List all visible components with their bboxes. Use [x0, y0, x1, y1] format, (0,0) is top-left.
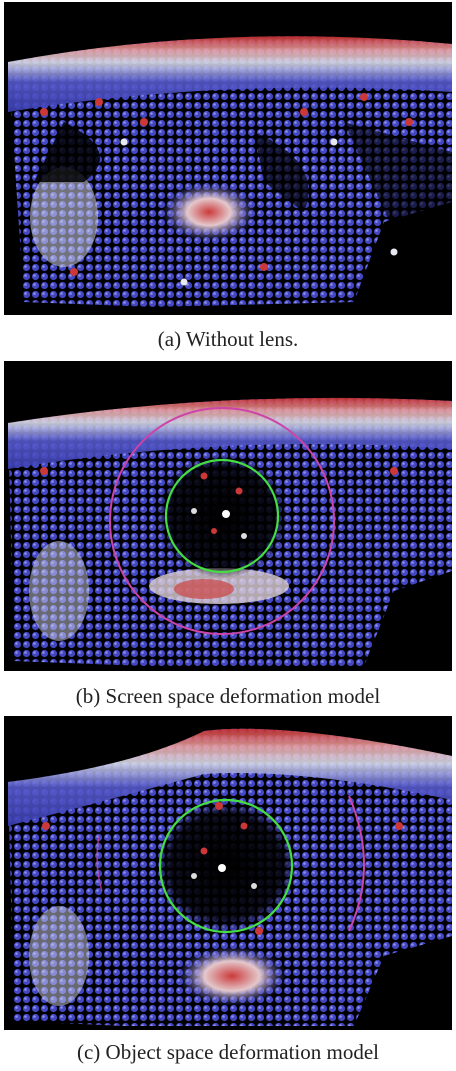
figure-panel-c: [4, 716, 452, 1030]
particle-render-c: [4, 716, 452, 1030]
inner-lens-ring: [158, 798, 294, 934]
outer-lens-ring: [348, 795, 365, 932]
inner-lens-ring: [164, 458, 280, 574]
figure-panel-a: [4, 2, 452, 315]
caption-b: (b) Screen space deformation model: [75, 684, 381, 708]
caption-c: (c) Object space deformation model: [76, 1040, 380, 1064]
outer-lens-ring: [109, 407, 335, 635]
caption-a: (a) Without lens.: [157, 327, 299, 351]
particle-render-b: [4, 361, 452, 671]
figure-panel-b: [4, 361, 452, 671]
particle-render-a: [4, 2, 452, 315]
